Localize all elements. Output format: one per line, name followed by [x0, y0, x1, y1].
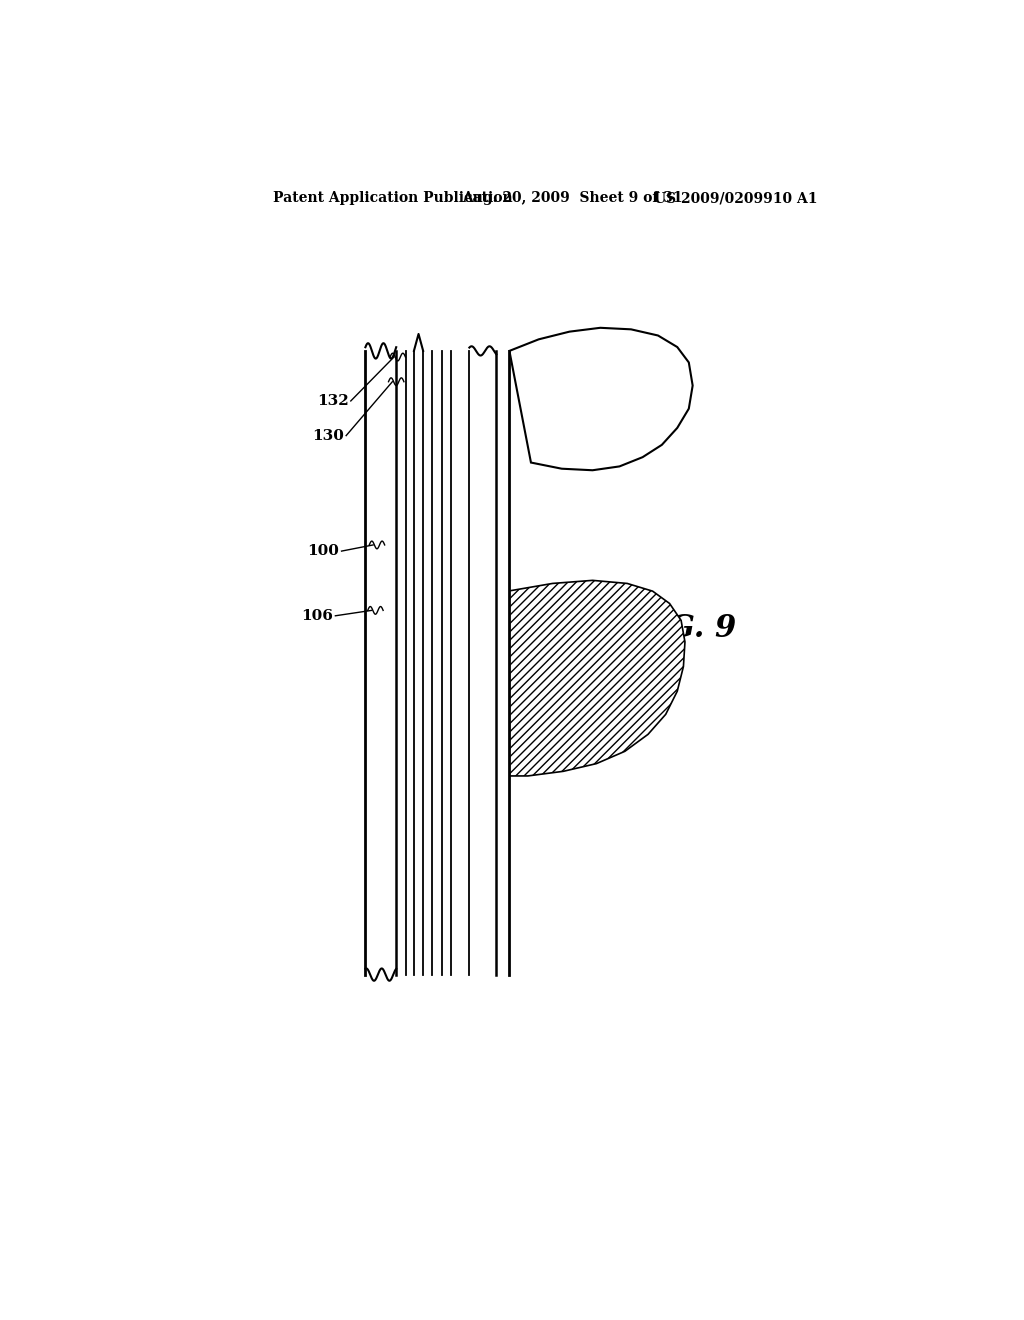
Polygon shape [441, 351, 451, 974]
Polygon shape [366, 351, 396, 974]
Polygon shape [441, 351, 451, 974]
Polygon shape [366, 351, 396, 974]
Text: 130: 130 [312, 429, 344, 442]
Polygon shape [423, 351, 432, 974]
Text: 132: 132 [316, 393, 348, 408]
Polygon shape [407, 351, 414, 974]
Polygon shape [432, 351, 441, 974]
Polygon shape [414, 351, 423, 974]
Polygon shape [396, 351, 407, 974]
Polygon shape [497, 351, 509, 974]
Polygon shape [400, 581, 685, 776]
Polygon shape [469, 351, 497, 974]
Polygon shape [396, 351, 407, 974]
Polygon shape [432, 351, 441, 974]
Text: 106: 106 [301, 609, 333, 623]
Polygon shape [451, 351, 469, 974]
Text: US 2009/0209910 A1: US 2009/0209910 A1 [654, 191, 817, 206]
Text: FIG. 9: FIG. 9 [633, 612, 736, 644]
Text: 100: 100 [307, 544, 339, 558]
Polygon shape [423, 351, 432, 974]
Polygon shape [469, 351, 497, 974]
Polygon shape [414, 351, 423, 974]
Polygon shape [451, 351, 469, 974]
Text: Aug. 20, 2009  Sheet 9 of 31: Aug. 20, 2009 Sheet 9 of 31 [462, 191, 682, 206]
Polygon shape [497, 351, 509, 974]
Polygon shape [407, 351, 414, 974]
Text: Patent Application Publication: Patent Application Publication [273, 191, 513, 206]
Polygon shape [509, 327, 692, 470]
